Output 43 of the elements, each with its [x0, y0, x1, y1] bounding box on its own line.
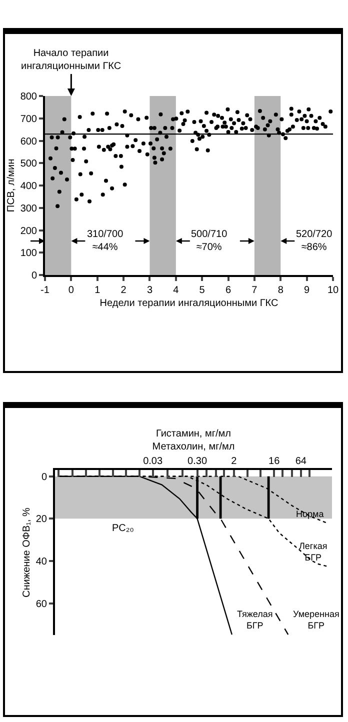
x-tick-label: 64: [295, 456, 307, 467]
x-tick-label: 8: [278, 285, 284, 296]
series-label: Легкая БГР: [299, 541, 328, 563]
series-label: Умеренная БГР: [293, 609, 340, 631]
band-label: 310/700 ≈44%: [87, 229, 124, 253]
x-tick-label: 1: [94, 285, 101, 296]
y-tick-label: 100: [20, 248, 38, 260]
x-tick-label: -1: [40, 285, 50, 296]
x-tick-label: 3: [146, 285, 153, 296]
x-tick-label: 2: [120, 285, 127, 296]
x-tick-label: 0.30: [188, 456, 208, 467]
x-tick-label: 10: [327, 285, 339, 296]
x-tick-label: 0.03: [143, 456, 163, 467]
x-tick-label: 7: [252, 285, 258, 296]
y-tick-label: 400: [20, 181, 38, 192]
y-tick-label: 60: [36, 598, 48, 610]
y-tick-label: 0: [41, 472, 48, 483]
y-tick-label: 300: [20, 203, 38, 214]
y-tick-label: 700: [20, 114, 38, 125]
x-tick-label: 9: [304, 285, 310, 296]
band-label: PC₂₀: [112, 523, 134, 534]
x-tick-label: 0: [68, 285, 74, 296]
y-axis-title: ПСВ, л/мин: [6, 158, 17, 212]
x-axis-title: Гистамин, мг/мл Метахолин, мг/мл: [152, 428, 235, 452]
band-label: 500/710 ≈70%: [191, 229, 228, 253]
series-label: Тяжелая БГР: [237, 609, 273, 631]
x-axis-title: Недели терапии ингаляционными ГКС: [100, 298, 278, 309]
y-axis-title: Снижение ОФВ₁, %: [21, 507, 32, 598]
annotation: Начало терапии ингаляционными ГКС: [21, 48, 122, 72]
y-tick-label: 500: [20, 158, 38, 170]
band-label: 520/720 ≈86%: [296, 229, 333, 253]
x-tick-label: 5: [199, 285, 206, 296]
series-label: Норма: [296, 509, 324, 519]
x-tick-label: 2: [231, 456, 238, 467]
x-tick-label: 6: [225, 285, 232, 296]
y-tick-label: 40: [36, 556, 48, 568]
y-tick-label: 800: [20, 92, 38, 102]
y-tick-label: 0: [31, 270, 38, 282]
y-tick-label: 20: [36, 514, 48, 526]
x-tick-label: 16: [268, 456, 280, 467]
y-tick-label: 200: [20, 226, 38, 237]
y-tick-label: 600: [20, 136, 38, 148]
x-tick-label: 4: [173, 285, 180, 296]
